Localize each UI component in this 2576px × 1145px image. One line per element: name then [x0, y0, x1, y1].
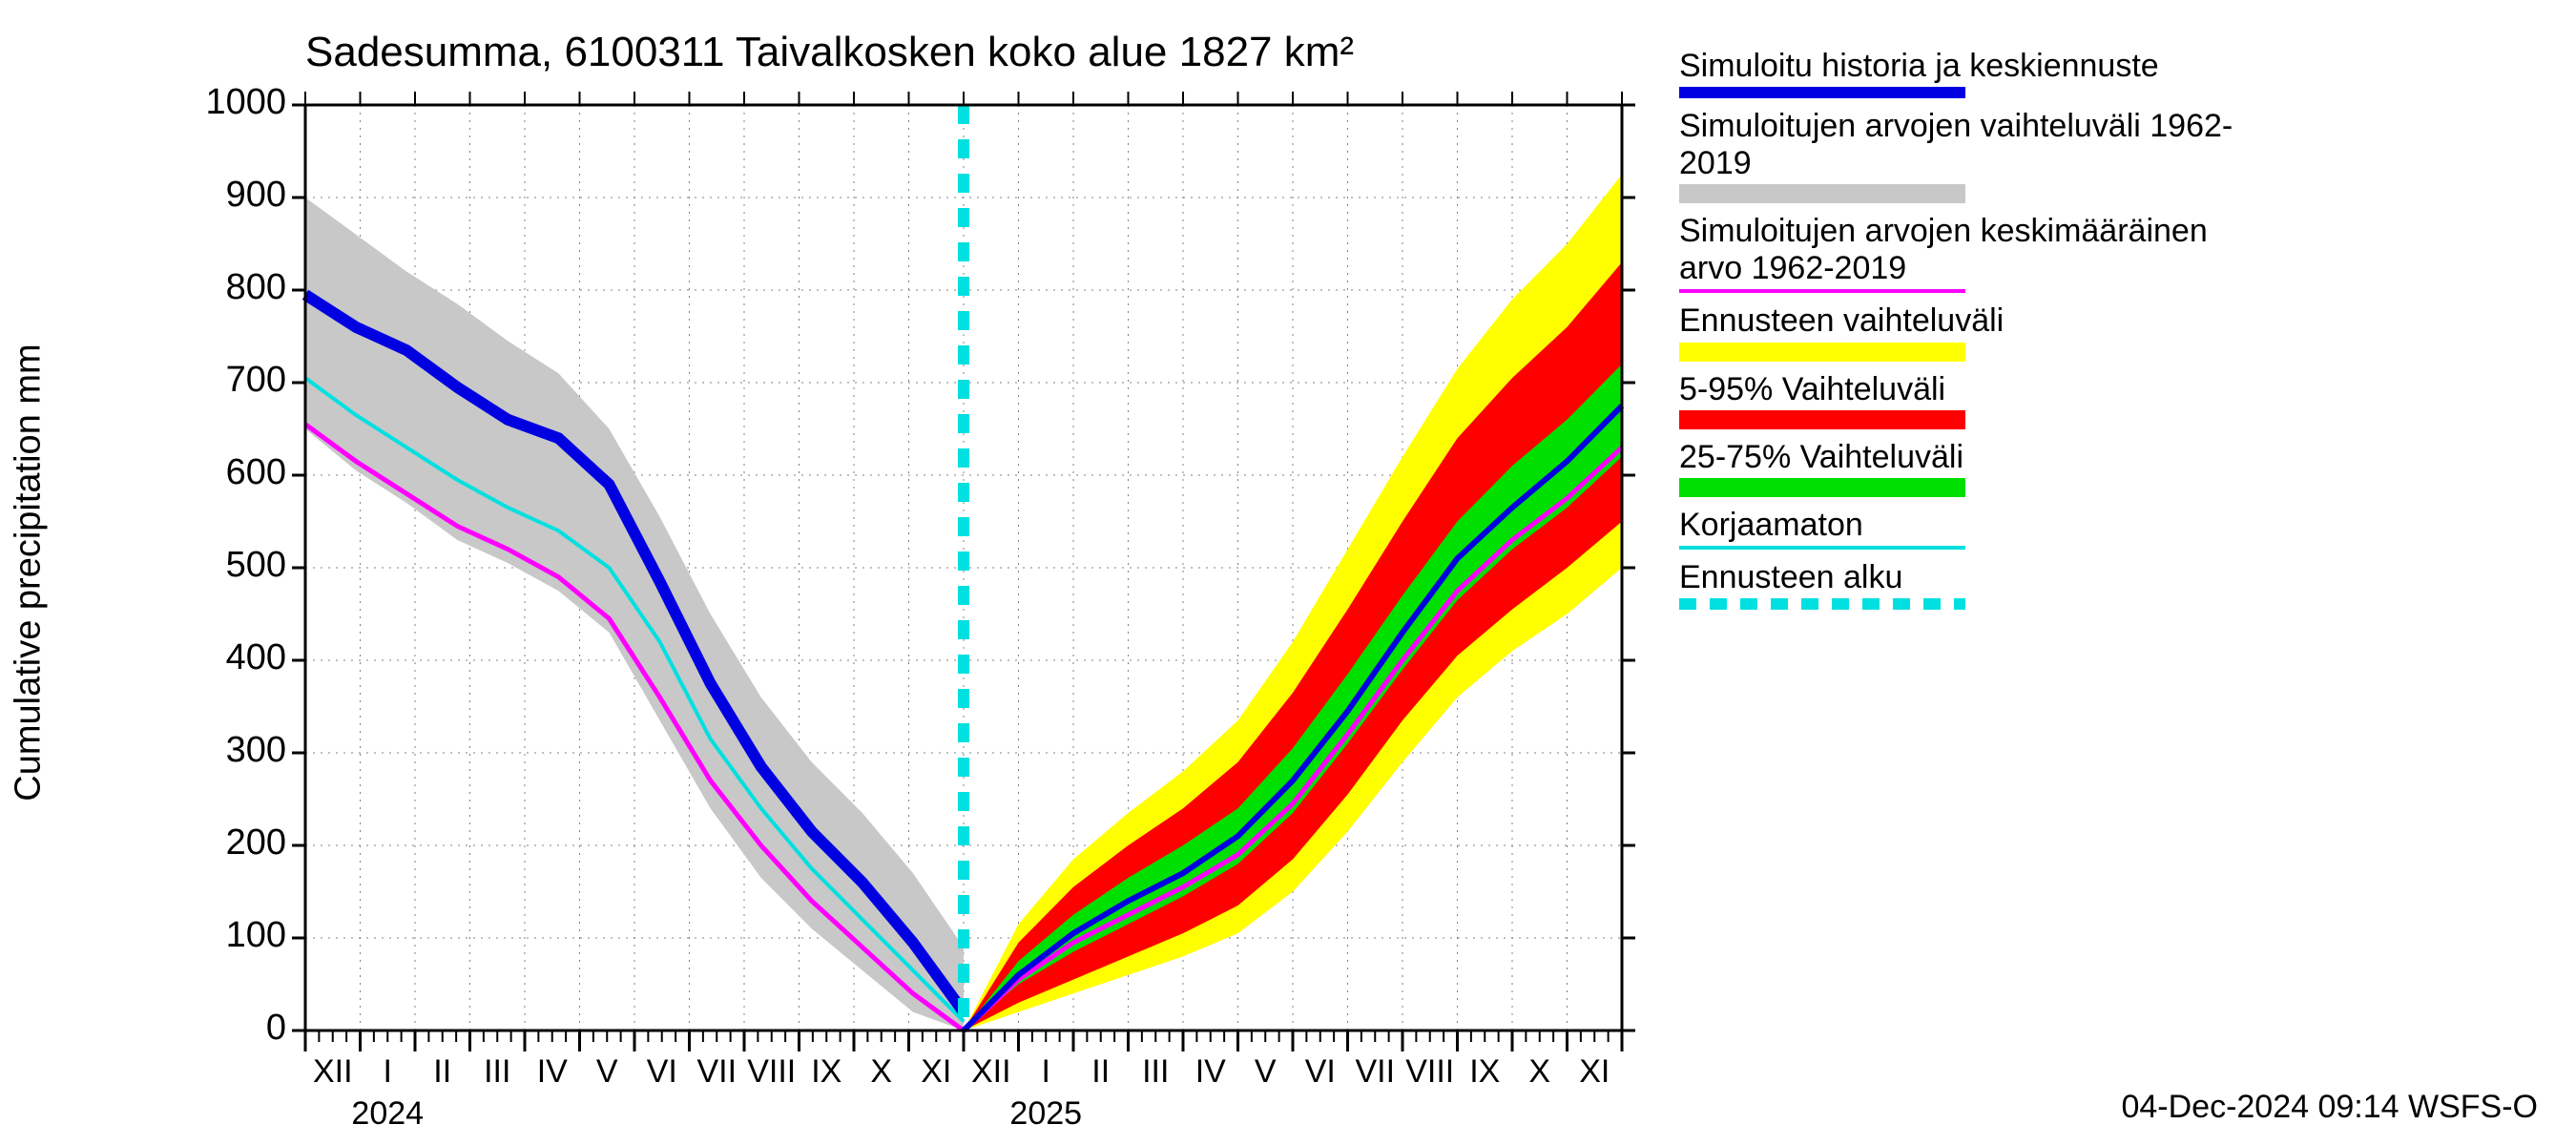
legend-entry: Ennusteen vaihteluväli: [1679, 302, 2252, 361]
legend-entry: 5-95% Vaihteluväli: [1679, 371, 2252, 429]
legend-swatch: [1679, 546, 1965, 550]
legend-label: Simuloitujen arvojen vaihteluväli 1962-2…: [1679, 108, 2252, 182]
footer-text: 04-Dec-2024 09:14 WSFS-O: [2121, 1089, 2538, 1126]
x-month-label: XI: [921, 1053, 951, 1091]
x-month-label: V: [1255, 1053, 1277, 1091]
y-tick-label: 1000: [191, 82, 286, 123]
legend-entry: 25-75% Vaihteluväli: [1679, 439, 2252, 497]
x-month-label: II: [1091, 1053, 1110, 1091]
x-month-label: IX: [1469, 1053, 1500, 1091]
legend-swatch: [1679, 184, 1965, 203]
x-month-label: IV: [537, 1053, 568, 1091]
x-month-label: IX: [811, 1053, 841, 1091]
x-month-label: VIII: [1405, 1053, 1454, 1091]
legend-label: Ennusteen alku: [1679, 559, 2252, 596]
y-tick-label: 100: [191, 915, 286, 956]
x-month-label: V: [596, 1053, 618, 1091]
legend-swatch: [1679, 343, 1965, 362]
x-month-label: III: [1142, 1053, 1169, 1091]
x-month-label: VII: [696, 1053, 737, 1091]
legend-entry: Korjaamaton: [1679, 507, 2252, 550]
legend-swatch: [1679, 598, 1965, 610]
legend-label: 25-75% Vaihteluväli: [1679, 439, 2252, 476]
legend-label: Simuloitujen arvojen keskimääräinen arvo…: [1679, 213, 2252, 287]
legend-entry: Simuloitu historia ja keskiennuste: [1679, 48, 2252, 98]
y-tick-label: 300: [191, 730, 286, 771]
legend-label: Korjaamaton: [1679, 507, 2252, 544]
x-month-label: VII: [1355, 1053, 1395, 1091]
x-month-label: VI: [1305, 1053, 1336, 1091]
x-month-label: X: [870, 1053, 892, 1091]
legend-label: 5-95% Vaihteluväli: [1679, 371, 2252, 408]
legend-entry: Simuloitujen arvojen keskimääräinen arvo…: [1679, 213, 2252, 293]
x-month-label: I: [384, 1053, 392, 1091]
x-month-label: XII: [313, 1053, 353, 1091]
legend-swatch: [1679, 410, 1965, 429]
x-month-label: XI: [1579, 1053, 1610, 1091]
x-month-label: III: [484, 1053, 510, 1091]
x-month-label: XII: [971, 1053, 1011, 1091]
legend-swatch: [1679, 289, 1965, 293]
y-tick-label: 600: [191, 452, 286, 493]
legend-entry: Simuloitujen arvojen vaihteluväli 1962-2…: [1679, 108, 2252, 203]
x-year-label: 2024: [351, 1095, 424, 1133]
chart-container: Sadesumma, 6100311 Taivalkosken koko alu…: [0, 0, 2576, 1145]
y-tick-label: 500: [191, 545, 286, 586]
x-month-label: VI: [647, 1053, 677, 1091]
x-month-label: X: [1528, 1053, 1550, 1091]
y-tick-label: 700: [191, 360, 286, 401]
x-year-label: 2025: [1009, 1095, 1082, 1133]
legend-label: Simuloitu historia ja keskiennuste: [1679, 48, 2252, 85]
legend: Simuloitu historia ja keskiennuste Simulo…: [1679, 48, 2252, 619]
x-month-label: IV: [1195, 1053, 1226, 1091]
x-month-label: II: [433, 1053, 451, 1091]
y-tick-label: 800: [191, 267, 286, 308]
x-month-label: I: [1042, 1053, 1050, 1091]
legend-swatch: [1679, 87, 1965, 98]
y-tick-label: 400: [191, 637, 286, 678]
legend-entry: Ennusteen alku: [1679, 559, 2252, 610]
y-tick-label: 0: [191, 1008, 286, 1049]
gray-band-left: [305, 198, 964, 1030]
y-tick-label: 200: [191, 822, 286, 864]
legend-label: Ennusteen vaihteluväli: [1679, 302, 2252, 340]
x-month-label: VIII: [747, 1053, 796, 1091]
legend-swatch: [1679, 478, 1965, 497]
y-tick-label: 900: [191, 175, 286, 216]
